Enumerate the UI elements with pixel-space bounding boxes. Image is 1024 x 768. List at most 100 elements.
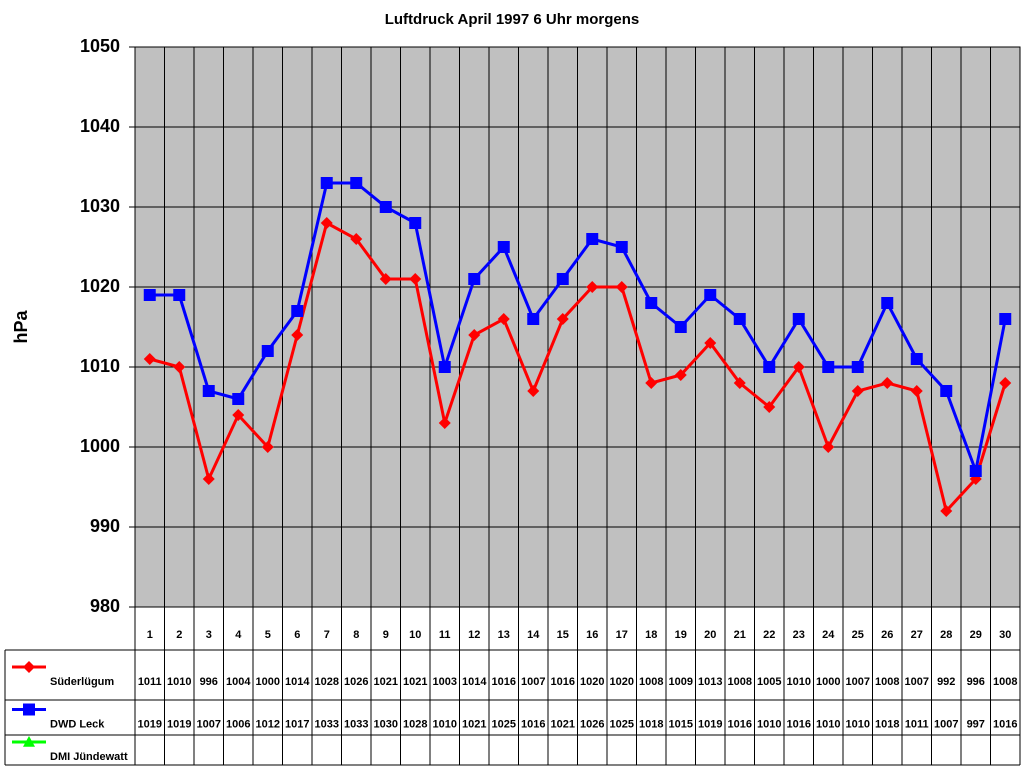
table-value: 1008 (639, 676, 663, 688)
x-tick-label: 24 (822, 629, 835, 641)
marker (202, 385, 215, 397)
x-tick-label: 18 (645, 629, 657, 641)
marker (23, 661, 35, 673)
table-value: 1021 (551, 718, 575, 730)
table-value: 1010 (787, 676, 811, 688)
table-value: 1018 (875, 718, 899, 730)
marker (202, 473, 215, 485)
marker (232, 393, 245, 405)
marker (438, 417, 451, 429)
table-value: 996 (967, 676, 985, 688)
table-value: 1010 (757, 718, 781, 730)
x-tick-label: 14 (527, 629, 540, 641)
marker (291, 329, 304, 341)
marker (940, 385, 953, 397)
marker (881, 377, 894, 389)
table-value: 1010 (433, 718, 457, 730)
marker (615, 281, 628, 293)
marker (881, 297, 894, 309)
x-tick-label: 22 (763, 629, 775, 641)
marker (645, 297, 658, 309)
table-value: 1008 (993, 676, 1017, 688)
x-tick-label: 10 (409, 629, 421, 641)
marker (733, 377, 746, 389)
table-value: 1016 (521, 718, 545, 730)
table-value: 997 (967, 718, 985, 730)
table-value: 992 (937, 676, 955, 688)
x-tick-label: 30 (999, 629, 1011, 641)
table-value: 1013 (698, 676, 722, 688)
marker (792, 313, 805, 325)
x-tick-label: 12 (468, 629, 480, 641)
x-tick-label: 4 (235, 629, 242, 641)
marker (969, 465, 982, 477)
table-value: 1008 (875, 676, 899, 688)
marker (556, 313, 569, 325)
table-value: 1026 (344, 676, 368, 688)
x-tick-label: 6 (294, 629, 300, 641)
x-tick-label: 13 (498, 629, 510, 641)
marker (143, 353, 156, 365)
marker (232, 409, 245, 421)
table-value: 1006 (226, 718, 250, 730)
table-value: 1019 (698, 718, 722, 730)
marker (320, 217, 333, 229)
table-value: 1017 (285, 718, 309, 730)
table-value: 1003 (433, 676, 457, 688)
marker (940, 505, 953, 517)
marker (527, 385, 540, 397)
marker (910, 353, 923, 365)
marker (497, 313, 510, 325)
x-tick-label: 9 (383, 629, 389, 641)
marker (851, 385, 864, 397)
marker (409, 217, 422, 229)
table-value: 1008 (728, 676, 752, 688)
marker (143, 289, 156, 301)
x-tick-label: 19 (675, 629, 687, 641)
table-value: 1000 (256, 676, 280, 688)
y-tick-label: 1000 (80, 436, 120, 456)
marker (586, 233, 599, 245)
marker (704, 289, 717, 301)
marker (615, 241, 628, 253)
table-value: 1028 (315, 676, 339, 688)
x-tick-label: 7 (324, 629, 330, 641)
table-value: 1020 (580, 676, 604, 688)
marker (173, 361, 186, 373)
table-value: 1025 (610, 718, 634, 730)
table-value: 1021 (462, 718, 486, 730)
marker (261, 345, 274, 357)
y-tick-label: 1040 (80, 116, 120, 136)
table-value: 1015 (669, 718, 693, 730)
marker (320, 177, 333, 189)
marker (763, 361, 776, 373)
x-tick-label: 20 (704, 629, 716, 641)
x-tick-label: 5 (265, 629, 271, 641)
marker (851, 361, 864, 373)
marker (409, 273, 422, 285)
y-tick-label: 1020 (80, 276, 120, 296)
x-tick-label: 26 (881, 629, 893, 641)
table-value: 1021 (403, 676, 427, 688)
marker (173, 289, 186, 301)
marker (438, 361, 451, 373)
table-value: 1007 (197, 718, 221, 730)
marker (350, 233, 363, 245)
table-value: 1018 (639, 718, 663, 730)
table-value: 1021 (374, 676, 398, 688)
table-value: 1014 (462, 676, 487, 688)
series-line (149, 181, 1007, 477)
marker (822, 441, 835, 453)
marker (468, 273, 481, 285)
marker (350, 177, 363, 189)
x-tick-label: 8 (353, 629, 359, 641)
marker (23, 736, 35, 747)
marker (910, 385, 923, 397)
marker (379, 201, 392, 213)
marker (792, 361, 805, 373)
table-value: 1033 (315, 718, 339, 730)
table-value: 1007 (846, 676, 870, 688)
table-value: 1011 (905, 718, 929, 730)
table-value: 1005 (757, 676, 781, 688)
table-value: 996 (200, 676, 218, 688)
